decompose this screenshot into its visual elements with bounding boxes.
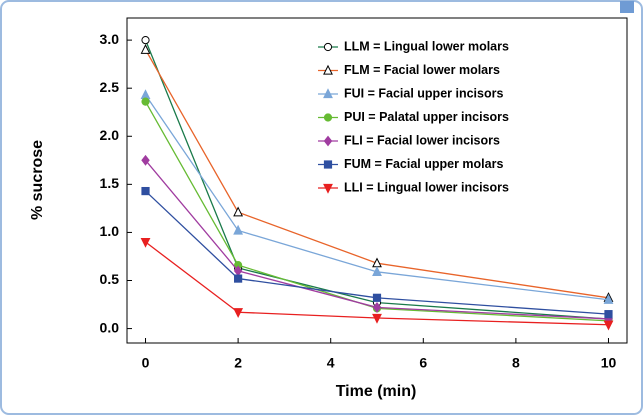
marker bbox=[141, 97, 150, 106]
line bbox=[145, 159, 609, 320]
legend-label: LLM = Lingual lower molars bbox=[344, 39, 509, 53]
y-axis-label: % sucrose bbox=[29, 140, 46, 220]
legend-label: FUM = Facial upper molars bbox=[344, 157, 503, 171]
y-tick-label: 2.5 bbox=[100, 79, 120, 95]
y-tick-label: 0.5 bbox=[100, 271, 120, 287]
legend-marker bbox=[323, 183, 333, 194]
legend-label: FLI = Facial lower incisors bbox=[344, 133, 500, 147]
marker bbox=[141, 186, 150, 196]
line bbox=[144, 101, 609, 322]
line bbox=[144, 49, 609, 299]
line bbox=[144, 39, 609, 320]
marker bbox=[603, 294, 614, 304]
legend-label: FLM = Facial lower molars bbox=[344, 63, 500, 77]
x-tick-label: 4 bbox=[327, 355, 335, 371]
legend-label: FUI = Facial upper incisors bbox=[344, 86, 503, 100]
marker bbox=[140, 44, 151, 54]
marker bbox=[372, 293, 382, 302]
legend-label: LLI = Lingual lower incisors bbox=[344, 180, 509, 194]
line bbox=[145, 190, 609, 315]
plot-frame bbox=[126, 17, 628, 344]
y-tick-label: 0.0 bbox=[100, 319, 120, 335]
marker bbox=[233, 224, 244, 235]
legend-marker bbox=[323, 64, 333, 75]
marker bbox=[233, 308, 244, 318]
line bbox=[144, 94, 609, 301]
y-tick-label: 1.0 bbox=[100, 223, 120, 239]
marker bbox=[141, 36, 150, 45]
legend-marker bbox=[323, 42, 333, 52]
marker bbox=[140, 237, 151, 248]
y-tick-label: 3.0 bbox=[100, 31, 120, 47]
legend-label: PUI = Palatal upper incisors bbox=[344, 110, 509, 124]
legend-marker bbox=[323, 160, 333, 169]
legend-marker bbox=[323, 88, 333, 99]
marker bbox=[372, 313, 382, 324]
x-tick-label: 10 bbox=[601, 355, 617, 371]
marker bbox=[372, 266, 382, 276]
marker bbox=[372, 302, 382, 313]
marker bbox=[603, 320, 614, 331]
legend-marker bbox=[323, 135, 333, 147]
marker bbox=[141, 154, 150, 166]
x-tick-label: 0 bbox=[142, 355, 150, 371]
x-axis-label: Time (min) bbox=[336, 383, 417, 400]
legend-marker bbox=[323, 113, 333, 122]
marker bbox=[233, 206, 244, 217]
x-tick-label: 8 bbox=[512, 355, 520, 371]
y-tick-label: 1.5 bbox=[100, 175, 120, 191]
corner-tab bbox=[620, 1, 634, 13]
x-tick-label: 6 bbox=[419, 355, 427, 371]
marker bbox=[604, 310, 613, 319]
marker bbox=[234, 274, 243, 283]
y-tick-label: 2.0 bbox=[100, 127, 120, 143]
line bbox=[145, 241, 609, 326]
x-tick-label: 2 bbox=[234, 355, 242, 371]
